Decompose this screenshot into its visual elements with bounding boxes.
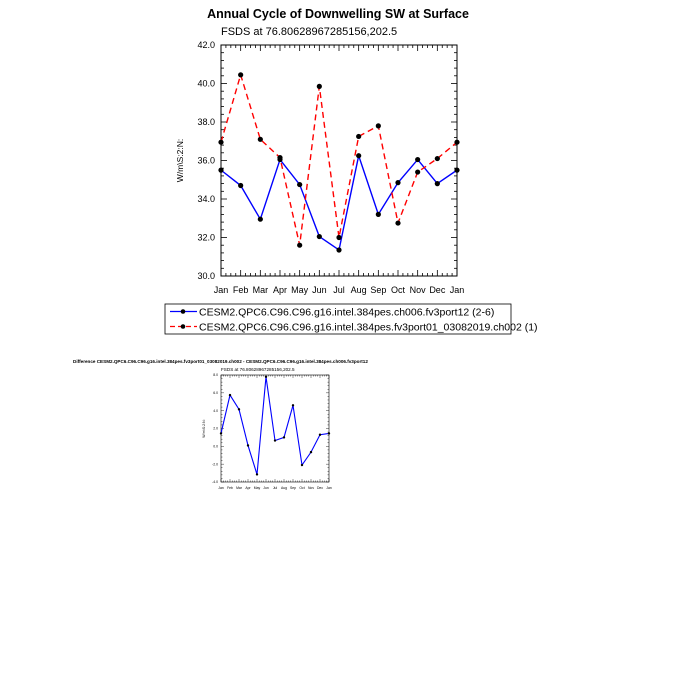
x-tick-label: Jul xyxy=(333,285,345,295)
y-tick-label: 6.0 xyxy=(213,391,218,395)
series-0-point xyxy=(218,167,224,173)
series-1-point xyxy=(375,123,381,129)
y-tick-label: 0.0 xyxy=(213,445,218,449)
y-tick-label: 36.0 xyxy=(197,156,215,166)
y-axis-label: W/m\S:2:N: xyxy=(202,419,206,437)
series-0-point xyxy=(356,153,362,159)
x-tick-label: Sep xyxy=(290,486,296,490)
series-1-point xyxy=(395,220,401,226)
chart-1 xyxy=(219,374,331,483)
x-tick-label: Sep xyxy=(370,285,386,295)
series-0-point xyxy=(238,182,244,189)
series-1-point xyxy=(415,169,421,175)
series-0-point xyxy=(273,439,277,442)
series-0-point xyxy=(255,473,259,476)
series-0-point xyxy=(300,463,304,467)
series-0-point xyxy=(454,167,460,173)
y-tick-label: 32.0 xyxy=(197,233,215,243)
x-tick-label: Jan xyxy=(450,285,465,295)
series-0-point xyxy=(219,432,223,435)
series-0-point xyxy=(264,375,268,378)
x-tick-label: Mar xyxy=(253,285,269,295)
series-line-0 xyxy=(220,376,330,475)
series-1-point xyxy=(238,72,244,78)
x-tick-label: Feb xyxy=(233,285,249,295)
x-tick-label: May xyxy=(291,285,309,295)
series-1-point xyxy=(336,234,342,241)
series-0-point xyxy=(415,156,421,163)
series-1-point xyxy=(356,133,362,140)
series-0-point xyxy=(257,216,263,222)
series-0-point xyxy=(434,181,440,187)
legend-entry-0: CESM2.QPC6.C96.C96.g16.intel.384pes.ch00… xyxy=(199,307,494,319)
series-0-point xyxy=(336,247,342,253)
series-1-point xyxy=(277,155,283,161)
x-tick-label: Jan xyxy=(326,486,332,490)
chart-0 xyxy=(164,44,512,335)
x-tick-label: Apr xyxy=(273,285,287,295)
series-0-point xyxy=(375,211,381,217)
series-0-point xyxy=(309,450,313,454)
chart-title: Annual Cycle of Downwelling SW at Surfac… xyxy=(207,7,469,21)
y-tick-label: 38.0 xyxy=(197,117,215,127)
x-tick-label: May xyxy=(254,486,261,490)
series-0-point xyxy=(282,436,286,439)
y-tick-label: 4.0 xyxy=(213,409,218,413)
series-1-point xyxy=(257,136,263,142)
legend-marker-1 xyxy=(180,324,186,329)
y-tick-label: 40.0 xyxy=(197,79,215,89)
y-tick-label: -4.0 xyxy=(212,480,218,484)
x-tick-label: Jun xyxy=(263,486,269,490)
series-1-point xyxy=(454,139,460,145)
series-0-point xyxy=(228,393,232,397)
x-tick-label: Oct xyxy=(299,486,304,490)
x-tick-label: Apr xyxy=(245,486,251,490)
series-1-point xyxy=(218,139,224,145)
y-tick-label: 8.0 xyxy=(213,373,218,377)
series-0-point xyxy=(291,404,295,407)
series-0-point xyxy=(395,180,401,186)
y-tick-label: 34.0 xyxy=(197,194,215,204)
x-tick-label: Jun xyxy=(312,285,327,295)
x-tick-label: Jul xyxy=(273,486,278,490)
series-0-point xyxy=(237,408,241,411)
series-0-point xyxy=(316,233,322,240)
series-1-point xyxy=(434,155,440,162)
chart-title: Difference CESM2.QPC6.C96.C96.g16.intel.… xyxy=(73,359,368,364)
legend-entry-1: CESM2.QPC6.C96.C96.g16.intel.384pes.fv3p… xyxy=(199,322,538,334)
x-tick-label: Mar xyxy=(236,486,243,490)
legend-marker-0 xyxy=(180,309,186,314)
x-tick-label: Dec xyxy=(429,285,446,295)
y-tick-label: 2.0 xyxy=(213,427,218,431)
x-tick-label: Jan xyxy=(218,486,224,490)
x-tick-label: Oct xyxy=(391,285,406,295)
series-0-point xyxy=(327,432,331,435)
chart-subtitle: FSDS at 76.80628967285156,202.5 xyxy=(221,26,397,38)
legend-box xyxy=(164,303,512,335)
y-tick-label: 30.0 xyxy=(197,271,215,281)
y-axis-label: W/m\S:2:N: xyxy=(175,139,185,182)
x-tick-label: Aug xyxy=(281,486,287,490)
y-tick-label: 42.0 xyxy=(197,40,215,50)
series-0-point xyxy=(318,433,322,436)
series-0-point xyxy=(246,444,250,447)
x-tick-label: Jan xyxy=(214,285,229,295)
x-tick-label: Feb xyxy=(227,486,233,490)
series-1-point xyxy=(297,242,303,248)
y-tick-label: -2.0 xyxy=(212,462,218,466)
series-0-point xyxy=(297,181,303,188)
x-tick-label: Dec xyxy=(317,486,323,490)
series-1-point xyxy=(316,83,322,89)
x-tick-label: Aug xyxy=(351,285,367,295)
series-line-1 xyxy=(220,72,458,246)
plot-frame xyxy=(220,44,458,277)
plot-frame xyxy=(220,374,330,483)
chart-subtitle: FSDS at 76.80628967285156,202.5 xyxy=(221,367,295,372)
x-tick-label: Nov xyxy=(410,285,427,295)
x-tick-label: Nov xyxy=(308,486,314,490)
